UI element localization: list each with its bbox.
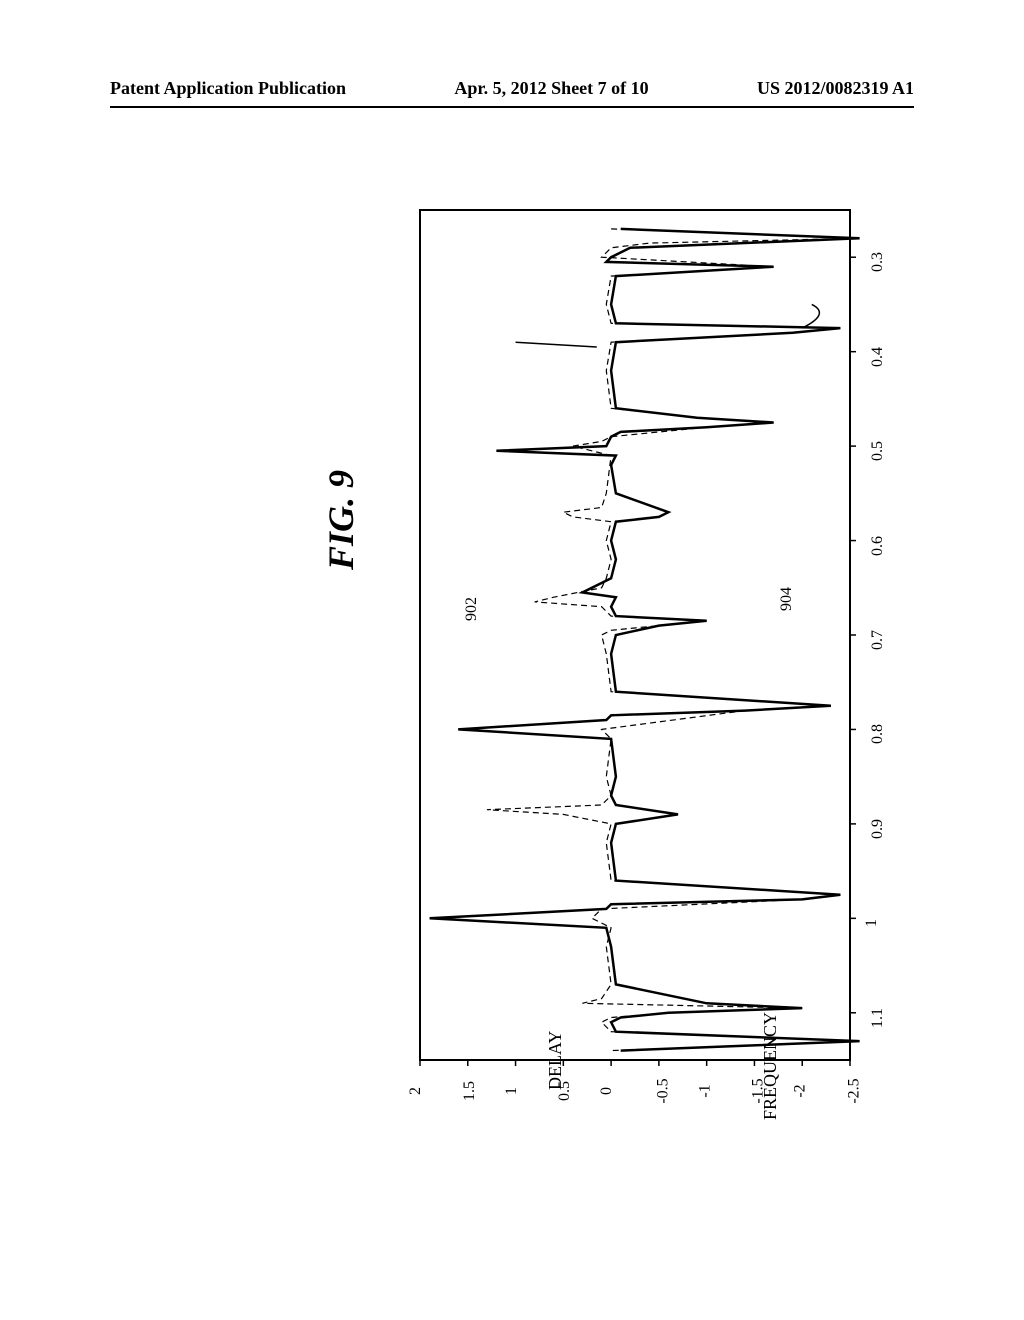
delay-tick-label: 0 <box>598 1087 616 1095</box>
callout-902: 902 <box>463 597 481 621</box>
frequency-tick-label: 1.1 <box>869 1008 887 1028</box>
figure-9: FIG. 9 DELAY FREQUENCY 21.510.50-0.5-1-1… <box>180 190 860 1110</box>
header-right: US 2012/0082319 A1 <box>757 78 914 99</box>
y-axis-label: FREQUENCY <box>760 1012 781 1120</box>
delay-frequency-chart <box>390 190 870 1090</box>
series-filter-response-904 <box>487 229 860 1051</box>
delay-tick-label: 0.5 <box>556 1081 574 1101</box>
frequency-tick-label: 0.9 <box>869 819 887 839</box>
delay-tick-label: -1.5 <box>750 1078 768 1103</box>
frequency-tick-label: 0.7 <box>869 630 887 650</box>
callout-904: 904 <box>778 587 796 611</box>
page-header: Patent Application Publication Apr. 5, 2… <box>0 78 1024 99</box>
frequency-tick-label: 0.3 <box>869 252 887 272</box>
delay-tick-label: 1 <box>503 1087 521 1095</box>
series-filter-response-902 <box>430 229 860 1051</box>
delay-tick-label: -0.5 <box>655 1078 673 1103</box>
delay-tick-label: -2.5 <box>846 1078 864 1103</box>
frequency-tick-label: 0.4 <box>869 347 887 367</box>
figure-label: FIG. 9 <box>320 470 362 570</box>
header-rule <box>110 106 914 108</box>
header-left: Patent Application Publication <box>110 78 346 99</box>
delay-tick-label: 2 <box>407 1087 425 1095</box>
header-center: Apr. 5, 2012 Sheet 7 of 10 <box>454 78 648 99</box>
frequency-tick-label: 0.5 <box>869 441 887 461</box>
frequency-tick-label: 0.6 <box>869 536 887 556</box>
frequency-tick-label: 1 <box>863 919 881 927</box>
delay-tick-label: 1.5 <box>461 1081 479 1101</box>
frequency-tick-label: 0.8 <box>869 724 887 744</box>
delay-tick-label: -2 <box>792 1084 810 1097</box>
delay-tick-label: -1 <box>696 1084 714 1097</box>
